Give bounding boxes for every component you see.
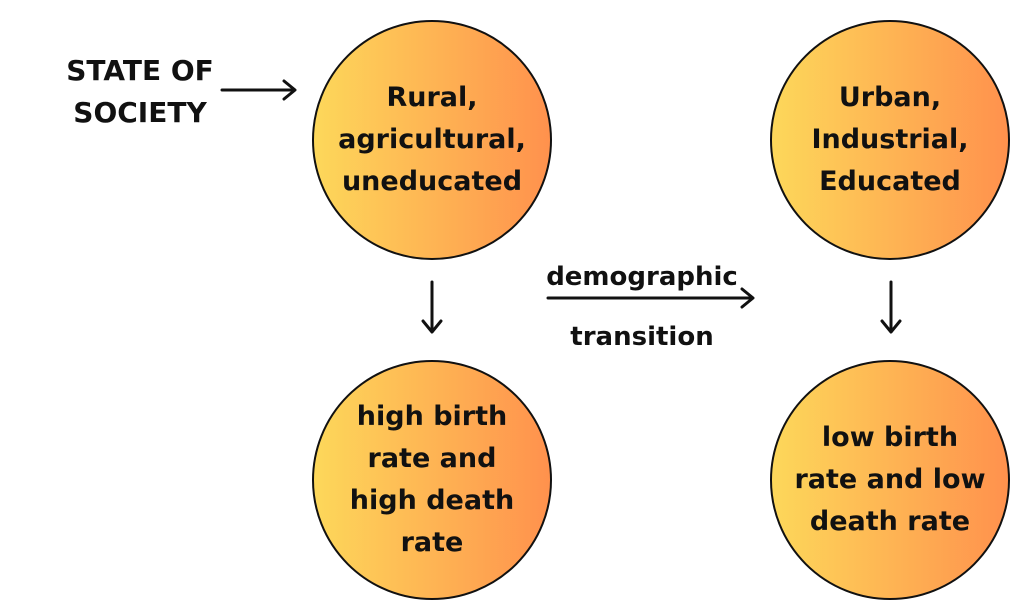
node-low-line-1: low birth — [821, 422, 959, 453]
node-low-rates-text: low birth rate and low death rate — [794, 417, 985, 543]
node-urban-line-2: Industrial, — [811, 124, 969, 155]
node-high-line-1: high birth — [356, 401, 508, 432]
transition-label-line-1: demographic — [546, 262, 738, 292]
node-urban: Urban, Industrial, Educated — [770, 20, 1010, 260]
node-high-rates: high birth rate and high death rate — [312, 360, 552, 600]
node-urban-line-1: Urban, — [838, 82, 942, 113]
state-label-line-2: SOCIETY — [73, 96, 207, 129]
node-low-line-3: death rate — [809, 506, 971, 537]
transition-label-line-2: transition — [570, 322, 714, 352]
node-high-rates-text: high birth rate and high death rate — [350, 396, 514, 564]
node-rural-line-1: Rural, — [386, 82, 478, 113]
node-high-line-4: rate — [400, 527, 464, 558]
demographic-transition-label: demographic transition — [532, 252, 752, 362]
node-urban-line-3: Educated — [819, 166, 961, 197]
node-low-rates: low birth rate and low death rate — [770, 360, 1010, 600]
node-rural-line-2: agricultural, — [338, 124, 526, 155]
state-label-line-1: STATE OF — [66, 54, 214, 87]
node-low-line-2: rate and low — [794, 464, 986, 495]
node-rural-text: Rural, agricultural, uneducated — [338, 77, 526, 203]
state-of-society-label: STATE OF SOCIETY — [40, 50, 240, 134]
node-high-line-3: high death — [349, 485, 515, 516]
arrow-rural-down — [421, 280, 443, 334]
node-rural: Rural, agricultural, uneducated — [312, 20, 552, 260]
node-high-line-2: rate and — [367, 443, 497, 474]
node-rural-line-3: uneducated — [341, 166, 523, 197]
arrow-urban-down — [880, 280, 902, 334]
node-urban-text: Urban, Industrial, Educated — [811, 77, 968, 203]
